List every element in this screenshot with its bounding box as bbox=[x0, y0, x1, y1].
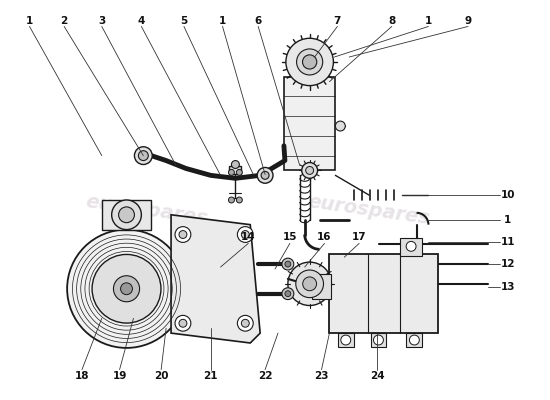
Text: 8: 8 bbox=[388, 16, 395, 26]
Circle shape bbox=[302, 277, 317, 291]
Circle shape bbox=[236, 197, 243, 203]
Circle shape bbox=[232, 160, 239, 168]
Circle shape bbox=[241, 319, 249, 327]
Text: 5: 5 bbox=[180, 16, 188, 26]
Text: 24: 24 bbox=[370, 370, 384, 380]
Text: 7: 7 bbox=[334, 16, 341, 26]
Circle shape bbox=[120, 283, 133, 295]
Text: 19: 19 bbox=[112, 370, 126, 380]
Circle shape bbox=[112, 200, 141, 230]
Circle shape bbox=[241, 230, 249, 238]
Text: 1: 1 bbox=[219, 16, 226, 26]
Circle shape bbox=[296, 270, 323, 298]
Polygon shape bbox=[171, 215, 260, 343]
Circle shape bbox=[409, 335, 419, 345]
Circle shape bbox=[302, 162, 317, 178]
Circle shape bbox=[373, 335, 383, 345]
Text: 10: 10 bbox=[500, 190, 515, 200]
Bar bbox=[312, 274, 332, 299]
Circle shape bbox=[175, 227, 191, 242]
Circle shape bbox=[113, 276, 140, 302]
Text: 22: 22 bbox=[258, 370, 272, 380]
Circle shape bbox=[296, 49, 323, 75]
Circle shape bbox=[139, 151, 148, 160]
Text: 6: 6 bbox=[255, 16, 262, 26]
Circle shape bbox=[341, 335, 351, 345]
Circle shape bbox=[406, 242, 416, 251]
Text: 13: 13 bbox=[500, 282, 515, 292]
Circle shape bbox=[285, 261, 291, 267]
Circle shape bbox=[92, 254, 161, 323]
Text: 21: 21 bbox=[204, 370, 218, 380]
Circle shape bbox=[175, 315, 191, 331]
Circle shape bbox=[119, 207, 134, 223]
Circle shape bbox=[286, 38, 333, 86]
Text: 1: 1 bbox=[26, 16, 33, 26]
Circle shape bbox=[302, 55, 317, 69]
Circle shape bbox=[179, 319, 187, 327]
Circle shape bbox=[306, 166, 313, 174]
Text: eurospares: eurospares bbox=[84, 192, 208, 228]
Text: 11: 11 bbox=[500, 238, 515, 248]
Text: 9: 9 bbox=[464, 16, 471, 26]
Circle shape bbox=[67, 230, 186, 348]
Text: 23: 23 bbox=[314, 370, 329, 380]
Bar bbox=[329, 254, 438, 333]
Text: 15: 15 bbox=[283, 232, 297, 242]
Bar bbox=[102, 200, 151, 230]
Text: 18: 18 bbox=[75, 370, 89, 380]
Bar bbox=[400, 238, 422, 256]
Text: eurospares: eurospares bbox=[307, 192, 431, 228]
Circle shape bbox=[228, 197, 234, 203]
Text: 20: 20 bbox=[154, 370, 168, 380]
Circle shape bbox=[238, 227, 253, 242]
Circle shape bbox=[179, 230, 187, 238]
Bar bbox=[371, 333, 386, 347]
Circle shape bbox=[288, 262, 332, 306]
Circle shape bbox=[228, 170, 234, 175]
Circle shape bbox=[336, 121, 345, 131]
Circle shape bbox=[285, 291, 291, 297]
Circle shape bbox=[282, 258, 294, 270]
Circle shape bbox=[134, 147, 152, 164]
Text: 12: 12 bbox=[500, 259, 515, 269]
Text: 2: 2 bbox=[60, 16, 68, 26]
Text: 3: 3 bbox=[98, 16, 106, 26]
Circle shape bbox=[282, 288, 294, 300]
Text: 1: 1 bbox=[504, 215, 512, 225]
Text: 16: 16 bbox=[317, 232, 332, 242]
Text: 14: 14 bbox=[241, 232, 256, 242]
Text: 4: 4 bbox=[138, 16, 145, 26]
Circle shape bbox=[236, 170, 243, 175]
Bar bbox=[284, 77, 336, 170]
Bar bbox=[406, 333, 422, 347]
Circle shape bbox=[238, 315, 253, 331]
Text: 1: 1 bbox=[425, 16, 432, 26]
Circle shape bbox=[261, 172, 269, 179]
Circle shape bbox=[257, 168, 273, 183]
Bar bbox=[338, 333, 354, 347]
Text: 17: 17 bbox=[352, 232, 366, 242]
Bar bbox=[229, 166, 241, 174]
